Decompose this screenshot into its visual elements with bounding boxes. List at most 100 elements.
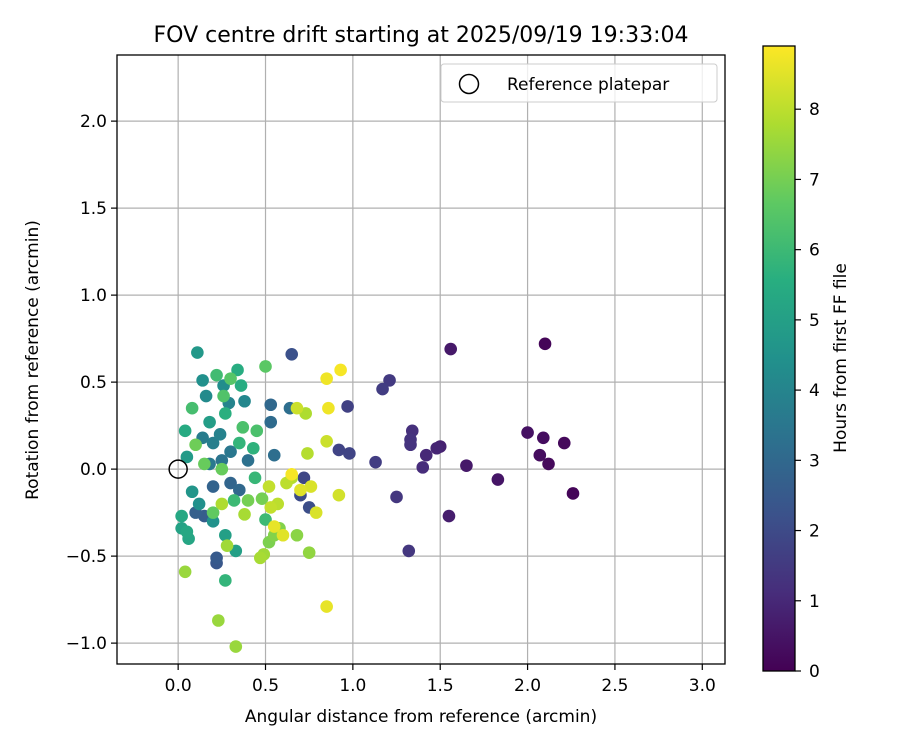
data-point (231, 363, 244, 377)
x-tick-label: 1.0 (339, 676, 366, 696)
data-point (444, 342, 458, 356)
data-point (320, 434, 333, 448)
data-point (241, 494, 255, 507)
data-point (383, 374, 396, 387)
data-points (175, 337, 580, 653)
data-point (212, 614, 225, 627)
y-axis-ticks: −1.0 −0.5 0.0 0.5 1.0 1.5 2.0 (66, 112, 117, 654)
x-tick-label: 1.5 (427, 676, 454, 696)
data-point (180, 525, 194, 539)
data-point (290, 528, 304, 542)
data-point (236, 421, 250, 434)
data-point (304, 480, 318, 493)
data-point (419, 448, 433, 462)
data-point (402, 544, 416, 558)
data-point (238, 394, 251, 408)
x-tick-label: 2.0 (514, 676, 541, 696)
data-point (332, 488, 346, 502)
data-point (276, 528, 290, 542)
colorbar: 0 1 2 3 4 5 6 7 8 Hours from first FF file (762, 45, 851, 682)
colorbar-tick-label: 3 (809, 451, 820, 471)
colorbar-tick-label: 1 (809, 592, 820, 612)
data-point (192, 497, 206, 511)
legend-label: Reference platepar (507, 75, 669, 95)
data-point (189, 438, 202, 452)
data-point (219, 574, 232, 587)
data-point (320, 600, 333, 613)
data-point (206, 515, 220, 528)
data-point (229, 640, 243, 653)
colorbar-tick-label: 4 (809, 381, 820, 401)
y-tick-label: −0.5 (66, 547, 107, 567)
data-point (246, 441, 260, 455)
y-tick-label: 1.5 (80, 199, 107, 219)
data-point (213, 428, 227, 441)
data-point (566, 487, 580, 500)
data-point (416, 461, 430, 474)
data-point (215, 454, 229, 467)
legend-box (440, 63, 718, 103)
data-point (224, 476, 237, 490)
data-point (185, 485, 199, 499)
y-tick-label: 0.5 (80, 373, 107, 393)
colorbar-tick-label: 7 (809, 170, 820, 190)
y-tick-label: 0.0 (80, 460, 107, 480)
data-point (178, 565, 192, 579)
data-point (196, 374, 209, 387)
y-tick-label: 2.0 (80, 112, 107, 132)
x-axis-ticks: 0.0 0.5 1.0 1.5 2.0 2.5 3.0 (165, 664, 716, 696)
colorbar-tick-label: 5 (809, 311, 820, 331)
data-point (232, 436, 246, 450)
data-point (175, 509, 188, 523)
y-tick-label: 1.0 (80, 286, 107, 306)
data-point (224, 445, 237, 459)
data-point (219, 528, 232, 542)
data-point (206, 480, 220, 493)
data-point (285, 347, 299, 361)
data-point (259, 513, 272, 526)
data-point (536, 431, 550, 445)
data-point (369, 455, 382, 469)
data-point (224, 372, 237, 385)
x-tick-label: 2.5 (601, 676, 628, 696)
data-point (290, 401, 304, 415)
data-point (206, 506, 220, 519)
data-point (203, 415, 216, 429)
data-point (267, 448, 281, 462)
data-point (241, 454, 255, 467)
data-point (215, 497, 229, 511)
data-point (301, 447, 314, 460)
data-point (542, 457, 555, 471)
data-point (234, 379, 248, 392)
data-point (264, 398, 278, 412)
data-point (210, 368, 223, 382)
data-point (255, 492, 269, 506)
data-point (533, 448, 547, 462)
data-point (320, 372, 333, 385)
data-point (217, 389, 230, 403)
data-point (297, 471, 311, 485)
data-point (199, 389, 213, 403)
data-point (262, 480, 276, 493)
colorbar-label: Hours from first FF file (831, 263, 851, 453)
data-point (343, 447, 356, 460)
data-point (191, 346, 204, 359)
y-tick-label: −1.0 (66, 634, 107, 654)
colorbar-tick-label: 2 (809, 522, 820, 542)
colorbar-ticks: 0 1 2 3 4 5 6 7 8 (795, 100, 820, 682)
data-point (198, 457, 211, 471)
data-point (178, 424, 192, 438)
reference-point (168, 459, 188, 479)
data-point (253, 551, 267, 565)
data-point (491, 473, 505, 486)
data-point (557, 436, 571, 450)
x-tick-label: 3.0 (689, 676, 716, 696)
plot-frame (116, 54, 726, 665)
data-point (215, 462, 229, 476)
data-point (309, 506, 323, 519)
data-point (238, 508, 251, 521)
data-point (180, 450, 194, 464)
legend: Reference platepar (440, 63, 718, 103)
data-point (267, 520, 281, 533)
